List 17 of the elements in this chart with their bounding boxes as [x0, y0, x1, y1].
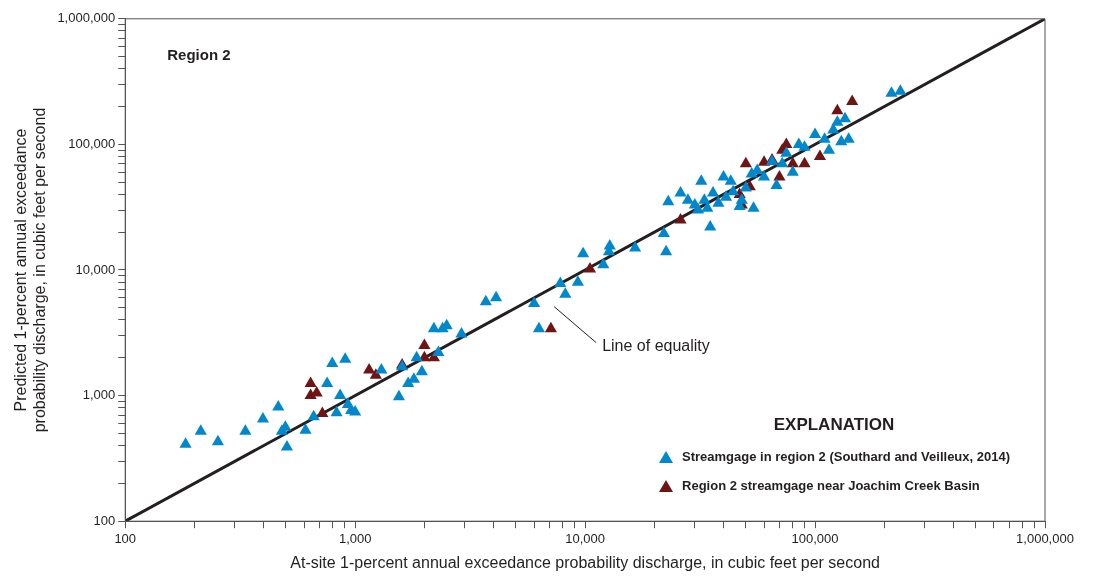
y-tick-label: 10,000 [75, 261, 116, 277]
x-tick-label: 1,000,000 [1016, 530, 1074, 546]
x-tick-label: 100,000 [791, 530, 839, 546]
text: Region 2 [167, 46, 231, 64]
legend-label: Streamgage in region 2 (Southard and Veilleux, 2014) [682, 449, 1010, 464]
x-tick-label: 1,000 [338, 530, 372, 546]
y-axis-title: Predicted 1-percent annual exceedance probability discharge, in cubic feet per second [12, 107, 49, 433]
annotation: Line of equality [602, 337, 710, 355]
x-tick-label: 100 [114, 530, 137, 546]
x-axis-title: At-site 1-percent annual exceedance probability discharge, in cubic feet per second [290, 553, 880, 571]
legend-label: Region 2 streamgage near Joachim Creek Basin [682, 478, 980, 493]
x-tick-label: 10,000 [565, 530, 605, 546]
y-tick-label: 1,000,000 [57, 10, 116, 26]
legend-title: EXPLANATION [772, 415, 896, 435]
y-tick-label: 100 [93, 512, 116, 528]
y-tick-label: 1,000 [82, 387, 116, 403]
y-tick-label: 100,000 [68, 135, 116, 151]
